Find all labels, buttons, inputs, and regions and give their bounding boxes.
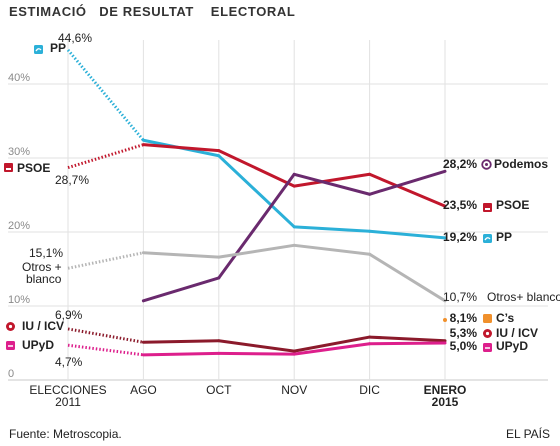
series-line-segment: [292, 335, 372, 353]
start-value-label: 44,6%: [58, 31, 92, 45]
series-line-segment: [141, 339, 221, 344]
x-tick-label: ELECCIONES: [29, 383, 106, 397]
x-tick-label: AGO: [130, 383, 157, 397]
series-line-segment: [217, 154, 296, 229]
series-line-segment: [217, 339, 296, 353]
pp-logo-icon: [34, 45, 43, 54]
y-tick-label: 30%: [8, 146, 30, 158]
end-value-label: 5,3%: [450, 326, 478, 340]
series-name-right: Podemos: [494, 157, 548, 171]
source-note: Fuente: Metroscopia.: [9, 427, 122, 441]
series-name-left: PSOE: [17, 161, 50, 175]
end-value-label: 23,5%: [443, 198, 477, 212]
y-tick-label: 0: [8, 368, 14, 380]
y-tick-label: 10%: [8, 294, 30, 306]
psoe-logo-mark: [6, 168, 11, 170]
x-tick-label: ENERO: [424, 383, 467, 397]
series-name-right: PSOE: [496, 198, 529, 212]
series-line-segment: [292, 172, 372, 196]
series-line-segment: [67, 343, 144, 357]
data-point: [443, 318, 447, 323]
iu-logo-mark: [8, 324, 13, 329]
series-line-segment: [67, 251, 144, 270]
series-name-left: Otros +: [22, 260, 62, 274]
series-line-segment: [368, 341, 447, 346]
series-name-right: Otros+ blanco: [487, 290, 560, 304]
pp-logo-mark: [484, 237, 491, 241]
pp-logo-mark: [35, 48, 42, 52]
series-line-segment: [66, 48, 145, 142]
series-line-segment: [292, 172, 372, 188]
series-name-left: UPyD: [22, 338, 54, 352]
end-value-label: 19,2%: [443, 230, 477, 244]
pp-logo-icon: [483, 234, 492, 243]
podemos-logo-mark: [485, 163, 488, 166]
psoe-logo-icon: [483, 203, 492, 212]
series-line-segment: [141, 276, 221, 303]
end-value-label: 10,7%: [443, 290, 477, 304]
start-value-label: 6,9%: [55, 308, 83, 322]
end-value-label: 8,1%: [450, 311, 478, 325]
start-value-label: 28,7%: [55, 173, 89, 187]
series-line-segment: [67, 327, 144, 344]
series-name-left: IU / ICV: [22, 319, 64, 333]
series-line-segment: [67, 143, 144, 170]
x-tick-label: NOV: [281, 383, 307, 397]
psoe-logo-icon: [4, 163, 13, 172]
end-value-label: 28,2%: [443, 157, 477, 171]
series-line-segment: [141, 351, 221, 357]
y-tick-label: 20%: [8, 220, 30, 232]
end-value-label: 5,0%: [450, 339, 478, 353]
series-name-left: blanco: [26, 272, 62, 286]
series-name-right: UPyD: [496, 339, 528, 353]
series-line-segment: [292, 243, 372, 256]
chart-title: ESTIMACIÓ DE RESULTAT ELECTORAL: [9, 4, 296, 19]
series-line-segment: [217, 149, 296, 188]
psoe-logo-mark: [485, 208, 490, 210]
x-tick-label: 2015: [432, 395, 459, 409]
series-line-segment: [368, 229, 447, 240]
start-value-label: 4,7%: [55, 355, 83, 369]
series-line-segment: [292, 342, 372, 356]
x-tick-label: DIC: [359, 383, 380, 397]
series-line-segment: [217, 172, 296, 280]
series-line-segment: [141, 251, 221, 259]
series-line-segment: [217, 351, 296, 356]
x-tick-label: 2011: [55, 395, 81, 409]
series-line-segment: [141, 143, 221, 153]
iu-logo-mark: [485, 331, 490, 336]
brand-label: EL PAÍS: [506, 427, 551, 441]
cs-logo-icon: [483, 314, 492, 323]
series-line-segment: [368, 252, 447, 303]
series-name-right: IU / ICV: [496, 326, 538, 340]
x-tick-label: OCT: [206, 383, 232, 397]
series-name-left: PP: [50, 41, 66, 55]
podemos-logo-icon: [481, 159, 492, 170]
series-line-segment: [368, 169, 447, 196]
series-line-segment: [368, 172, 447, 208]
series-name-right: C’s: [496, 311, 515, 325]
series-line-segment: [292, 225, 372, 233]
series-line-segment: [368, 335, 447, 343]
y-tick-label: 40%: [8, 72, 30, 84]
series-name-right: PP: [496, 230, 512, 244]
start-value-label: 15,1%: [29, 246, 63, 260]
series-line-segment: [217, 243, 296, 259]
